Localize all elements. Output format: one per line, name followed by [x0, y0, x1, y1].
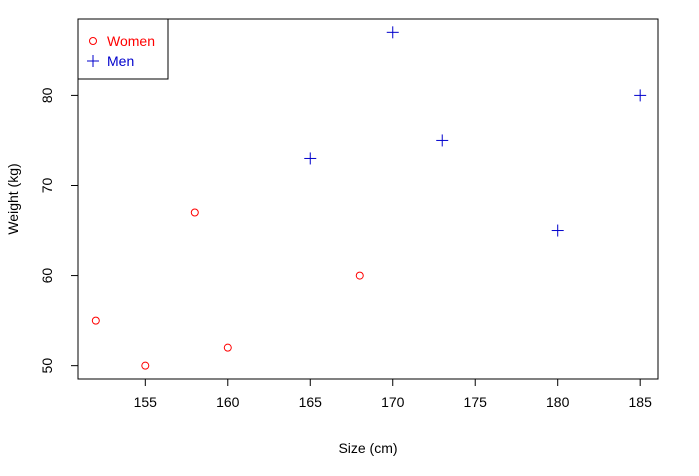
- men-point: [304, 152, 317, 165]
- legend: Women Men: [77, 18, 169, 80]
- x-tick-label: 165: [299, 394, 323, 410]
- men-point: [551, 224, 564, 237]
- y-tick-label: 50: [39, 358, 55, 374]
- men-point: [386, 26, 399, 39]
- x-tick-label: 180: [546, 394, 570, 410]
- y-tick-label: 70: [39, 177, 55, 193]
- men-point: [634, 89, 647, 102]
- legend-marker-men: [87, 55, 99, 67]
- y-axis-title: Weight (kg): [5, 163, 21, 234]
- men-point: [436, 134, 449, 147]
- x-axis-title: Size (cm): [338, 440, 397, 456]
- y-tick-label: 60: [39, 268, 55, 284]
- women-point: [223, 343, 232, 352]
- women-point: [190, 208, 199, 217]
- x-tick-label: 170: [381, 394, 405, 410]
- x-tick-label: 160: [216, 394, 240, 410]
- x-tick-label: 175: [464, 394, 488, 410]
- x-tick-label: 185: [629, 394, 653, 410]
- x-tick-label: 155: [134, 394, 158, 410]
- legend-marker-women: [89, 37, 97, 45]
- women-point: [91, 316, 100, 325]
- legend-box: [77, 18, 169, 80]
- x-axis: 155 160 165 170 175 180 185: [134, 378, 653, 410]
- women-point: [355, 271, 364, 280]
- y-tick-label: 80: [39, 87, 55, 103]
- data-points: [91, 26, 647, 370]
- legend-label: Women: [107, 33, 155, 49]
- legend-label: Men: [107, 53, 134, 69]
- y-axis: 50 60 70 80: [39, 87, 79, 374]
- women-point: [141, 361, 150, 370]
